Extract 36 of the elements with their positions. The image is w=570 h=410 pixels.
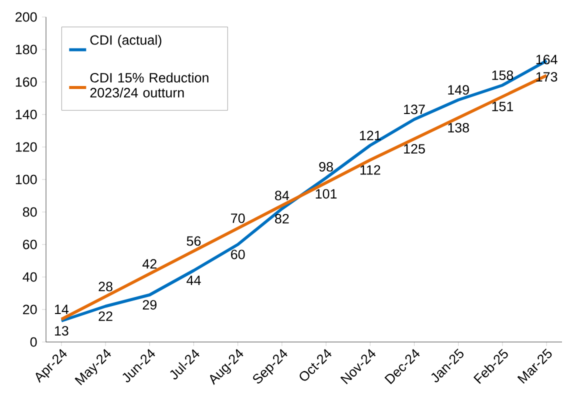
y-tick-label: 140 [16, 110, 37, 120]
data-label: 101 [316, 189, 337, 199]
data-label: 56 [186, 236, 201, 246]
data-label: 82 [275, 214, 289, 224]
data-label: 164 [536, 54, 558, 64]
data-label: 138 [448, 122, 469, 132]
data-label: 112 [360, 165, 380, 175]
y-tick-label: 160 [16, 77, 37, 87]
data-label: 125 [404, 144, 425, 154]
data-label: 137 [404, 104, 425, 114]
y-tick-label: 80 [22, 207, 37, 217]
data-label: 22 [98, 311, 112, 321]
data-label: 70 [231, 214, 245, 224]
data-label: 98 [319, 162, 333, 172]
data-label: 13 [54, 326, 68, 336]
y-tick-label: 100 [16, 174, 37, 184]
data-label: 44 [186, 276, 201, 285]
data-label: 149 [448, 85, 469, 95]
y-tick-label: 0 [30, 337, 37, 347]
y-tick-label: 20 [23, 304, 37, 314]
data-label: 84 [275, 190, 290, 200]
y-tick-label: 60 [23, 240, 37, 250]
y-tick-label: 120 [16, 142, 37, 152]
data-label: 60 [231, 250, 245, 260]
legend-label: CDI (actual) [90, 34, 162, 48]
data-label: 29 [142, 300, 156, 310]
data-label: 158 [492, 70, 514, 80]
data-label: 14 [54, 304, 69, 314]
y-tick-label: 40 [22, 272, 37, 282]
data-label: 121 [360, 130, 381, 140]
data-label: 28 [98, 282, 112, 292]
y-tick-label: 200 [16, 12, 37, 22]
data-label: 42 [142, 259, 156, 269]
y-tick-label: 180 [16, 44, 37, 54]
data-label: 151 [492, 102, 514, 112]
legend-label: CDI 15% Reduction 2023/24 outturn [90, 72, 208, 98]
